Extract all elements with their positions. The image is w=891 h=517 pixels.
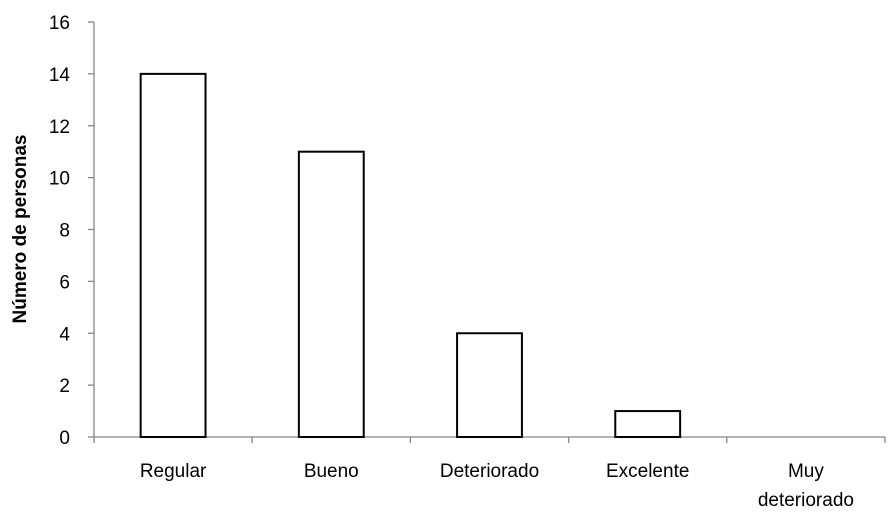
category-label: Bueno	[304, 461, 359, 482]
y-tick-label: 4	[59, 324, 70, 345]
y-tick-label: 10	[49, 169, 70, 190]
category-label: Excelente	[606, 461, 689, 482]
category-label: Regular	[140, 461, 207, 482]
bar	[297, 150, 365, 438]
y-axis: 0 2 4 6 8 10 12 14 16	[49, 13, 95, 449]
category-label: Muy	[788, 461, 824, 482]
y-tick-label: 2	[59, 376, 70, 397]
bars	[139, 72, 682, 438]
category-label: deteriorado	[758, 490, 854, 511]
y-tick-label: 14	[49, 65, 71, 86]
bar	[456, 332, 523, 438]
y-tick-label: 6	[59, 272, 70, 293]
bar	[139, 72, 207, 438]
y-tick-label: 12	[49, 117, 70, 138]
category-label: Deteriorado	[440, 461, 539, 482]
y-tick-label: 16	[49, 13, 70, 34]
y-tick-label: 0	[59, 428, 70, 449]
y-axis-title: Número de personas	[10, 135, 31, 324]
bar	[614, 410, 682, 438]
category-labels: Regular Bueno Deteriorado Excelente Muy deter…	[140, 461, 854, 511]
y-tick-label: 8	[59, 221, 70, 242]
